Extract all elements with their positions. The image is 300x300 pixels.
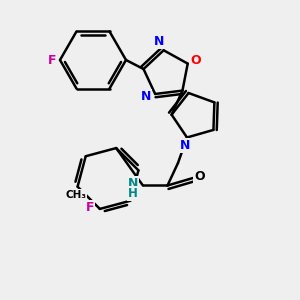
Text: N: N [154,35,164,48]
Text: CH₃: CH₃ [66,190,87,200]
Text: O: O [194,170,205,183]
Text: N: N [141,91,151,103]
Text: O: O [190,54,200,67]
Text: N: N [128,177,139,190]
Text: F: F [48,53,57,67]
Text: H: H [128,188,138,200]
Text: N: N [180,140,191,152]
Text: F: F [86,201,94,214]
